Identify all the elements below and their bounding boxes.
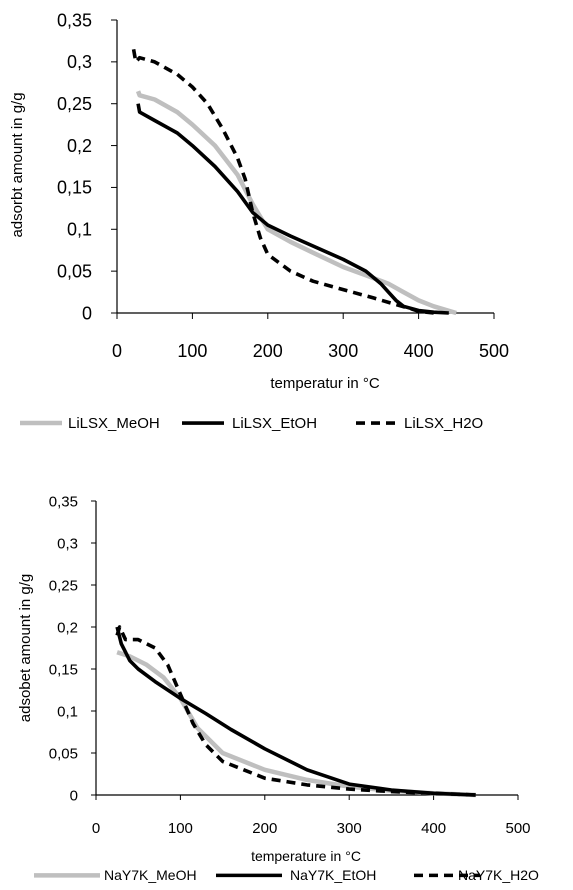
chart-2: 0 0,05 0,1 0,15 0,2 0,25 0,3 0,35 0 100 200 300 400 5… xyxy=(17,493,539,883)
legend-label: NaY7K_H2O xyxy=(458,867,539,883)
y-tick-label: 0,25 xyxy=(57,94,92,114)
series-line-NaY7K_MeOH xyxy=(116,650,476,798)
legend-label: LiLSX_MeOH xyxy=(68,415,160,432)
y-tick-label: 0,3 xyxy=(57,535,78,552)
x-tick-label: 400 xyxy=(421,820,446,837)
series-line-LiLSX_MeOH xyxy=(135,90,457,316)
y-tick-label: 0,15 xyxy=(49,661,78,678)
x-tick-label: 200 xyxy=(252,820,277,837)
y-tick-label: 0,35 xyxy=(49,493,78,510)
y-axis-label: adsorbt amount in g/g xyxy=(9,92,26,237)
legend-label: NaY7K_MeOH xyxy=(104,867,197,883)
series-line-NaY7K_H2O xyxy=(115,625,476,797)
series-line-LiLSX_H2O xyxy=(131,48,434,315)
x-tick-label: 200 xyxy=(253,341,283,361)
x-tick-label: 500 xyxy=(479,341,509,361)
x-axis-label: temperatur in °C xyxy=(270,375,380,392)
y-tick-label: 0,05 xyxy=(49,745,78,762)
legend-label: NaY7K_EtOH xyxy=(290,867,376,883)
series-line-NaY7K_EtOH xyxy=(115,626,476,797)
x-tick-label: 500 xyxy=(505,820,530,837)
y-tick-label: 0,1 xyxy=(67,220,92,240)
x-tick-label: 300 xyxy=(337,820,362,837)
legend-label: LiLSX_EtOH xyxy=(232,415,317,432)
x-tick-label: 100 xyxy=(168,820,193,837)
y-tick-label: 0,2 xyxy=(67,136,92,156)
y-tick-label: 0 xyxy=(70,787,78,804)
x-tick-label: 0 xyxy=(112,341,122,361)
x-tick-label: 300 xyxy=(328,341,358,361)
y-tick-label: 0,15 xyxy=(57,178,92,198)
y-tick-label: 0 xyxy=(82,303,92,323)
y-tick-label: 0,1 xyxy=(57,703,78,720)
legend-label: LiLSX_H2O xyxy=(404,415,483,432)
x-axis-label: temperature in °C xyxy=(251,848,361,864)
y-tick-label: 0,05 xyxy=(57,261,92,281)
y-tick-label: 0,25 xyxy=(49,577,78,594)
series-line-LiLSX_EtOH xyxy=(136,103,449,315)
y-tick-label: 0,2 xyxy=(57,619,78,636)
x-tick-label: 400 xyxy=(404,341,434,361)
x-tick-label: 100 xyxy=(177,341,207,361)
y-tick-label: 0,3 xyxy=(67,52,92,72)
x-tick-label: 0 xyxy=(92,820,100,837)
y-tick-label: 0,35 xyxy=(57,10,92,30)
chart-1: 0 0,05 0,1 0,15 0,2 0,25 0,3 0,35 0 100 200 300 400 5… xyxy=(9,10,509,432)
y-axis-label: adsobet amount in g/g xyxy=(17,574,34,722)
